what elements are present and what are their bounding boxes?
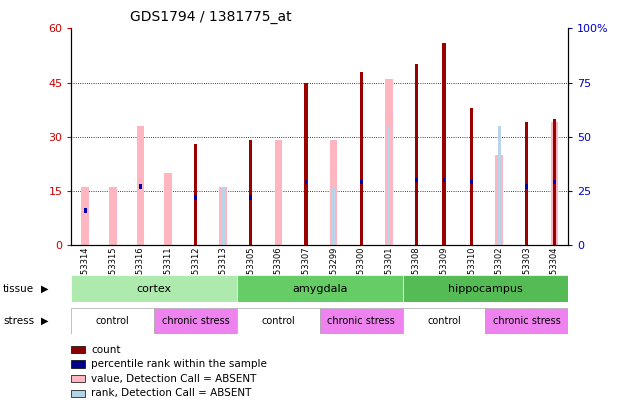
Bar	[551, 122, 558, 245]
Bar	[330, 140, 337, 245]
Text: rank, Detection Call = ABSENT: rank, Detection Call = ABSENT	[91, 388, 252, 398]
Bar	[402, 275, 568, 302]
Bar	[497, 126, 501, 245]
Bar	[525, 184, 528, 189]
Bar	[415, 178, 418, 182]
Bar	[442, 43, 446, 245]
Text: control: control	[96, 316, 130, 326]
Bar	[71, 308, 154, 334]
Text: chronic stress: chronic stress	[493, 316, 561, 326]
Text: percentile rank within the sample: percentile rank within the sample	[91, 359, 267, 369]
Text: amygdala: amygdala	[292, 284, 348, 294]
Bar	[109, 187, 117, 245]
Text: stress: stress	[3, 316, 34, 326]
Bar	[553, 119, 556, 245]
Bar	[249, 140, 253, 245]
Bar	[360, 180, 363, 184]
Bar	[81, 187, 89, 245]
Bar	[222, 187, 225, 245]
Bar	[470, 108, 473, 245]
Text: control: control	[427, 316, 461, 326]
Text: value, Detection Call = ABSENT: value, Detection Call = ABSENT	[91, 374, 256, 384]
Text: ▶: ▶	[41, 316, 48, 326]
Text: count: count	[91, 345, 121, 354]
Bar	[250, 195, 252, 200]
Bar	[320, 308, 402, 334]
Text: chronic stress: chronic stress	[161, 316, 230, 326]
Bar	[154, 308, 237, 334]
Bar	[486, 308, 568, 334]
Bar	[84, 208, 86, 213]
Text: tissue: tissue	[3, 284, 34, 294]
Text: GDS1794 / 1381775_at: GDS1794 / 1381775_at	[130, 10, 292, 24]
Bar	[415, 64, 418, 245]
Bar	[496, 155, 503, 245]
Bar	[164, 173, 172, 245]
Text: control: control	[261, 316, 296, 326]
Bar	[194, 195, 197, 200]
Bar	[402, 308, 486, 334]
Bar	[387, 126, 391, 245]
Text: chronic stress: chronic stress	[327, 316, 395, 326]
Bar	[139, 184, 142, 189]
Bar	[525, 122, 528, 245]
Bar	[385, 79, 392, 245]
Bar	[194, 144, 197, 245]
Bar	[360, 72, 363, 245]
Text: hippocampus: hippocampus	[448, 284, 523, 294]
Bar	[470, 180, 473, 184]
Bar	[219, 187, 227, 245]
Bar	[274, 140, 283, 245]
Text: ▶: ▶	[41, 284, 48, 294]
Bar	[553, 180, 556, 184]
Bar	[304, 83, 307, 245]
Bar	[305, 180, 307, 184]
Bar	[237, 275, 402, 302]
Bar	[71, 275, 237, 302]
Bar	[237, 308, 320, 334]
Bar	[137, 126, 144, 245]
Text: cortex: cortex	[137, 284, 172, 294]
Bar	[443, 178, 445, 182]
Bar	[332, 187, 335, 245]
